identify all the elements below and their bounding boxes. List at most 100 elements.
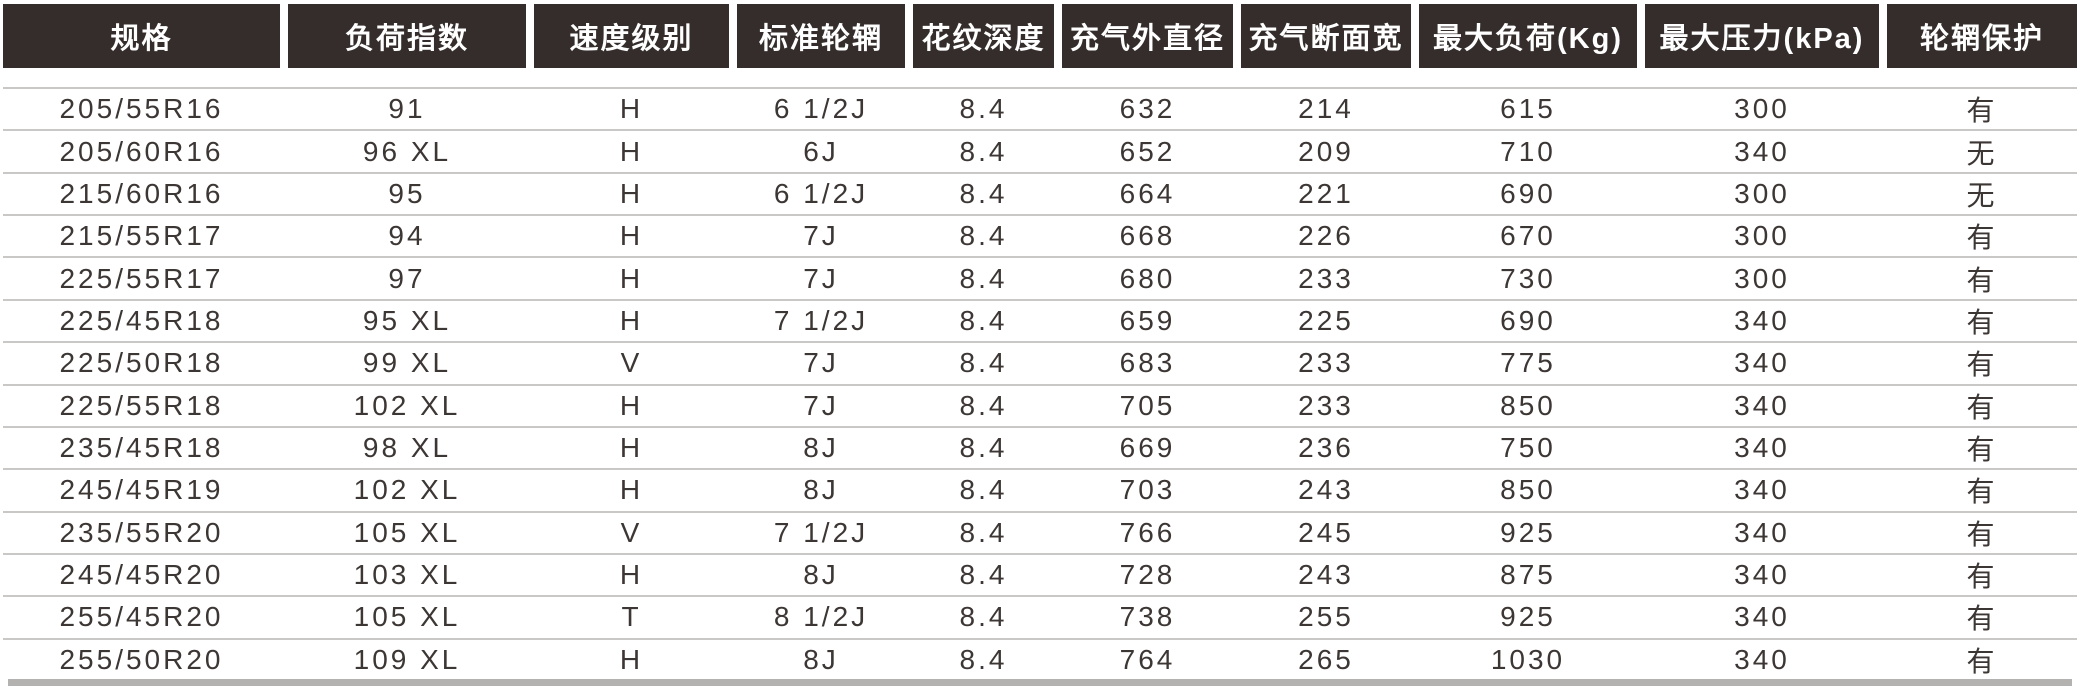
table-cell-load-index: 98 XL <box>362 432 452 464</box>
table-cell-inflated-diameter: 703 <box>1119 474 1176 506</box>
table-cell-rim-protection: 有 <box>1966 518 1998 550</box>
table-header-row: 规格 负荷指数 速度级别 标准轮辋 花纹深度 充气外直径 充气断面宽 最大负荷(Kg) 最大压力… <box>3 4 2077 68</box>
table-cell-spec: 225/55R18 <box>59 389 224 421</box>
table-cell-load-index: 94 <box>388 220 426 252</box>
table-row: 255/50R20 109 XL H 8J 8.4 764 265 1030 340 有 <box>3 637 2077 680</box>
table-cell-speed-rating: H <box>619 559 644 591</box>
table-cell-section-width: 243 <box>1298 559 1354 591</box>
table-row: 245/45R19 102 XL H 8J 8.4 703 243 850 340 有 <box>3 468 2077 510</box>
table-cell-speed-rating: H <box>619 389 644 421</box>
table-cell-section-width: 265 <box>1298 643 1354 675</box>
table-cell-max-load: 615 <box>1500 93 1556 125</box>
table-cell-speed-rating: T <box>621 601 642 633</box>
table-cell-rim-protection: 有 <box>1966 645 1998 677</box>
column-header-rim-protection: 轮辋保护 <box>1887 4 2077 68</box>
table-cell-spec: 215/60R16 <box>59 177 224 209</box>
table-cell-speed-rating: V <box>620 516 643 548</box>
table-cell-inflated-diameter: 669 <box>1119 432 1176 464</box>
column-header-section-width: 充气断面宽 <box>1241 4 1411 68</box>
table-cell-speed-rating: H <box>619 262 644 294</box>
column-header-inflated-diameter: 充气外直径 <box>1062 4 1233 68</box>
column-header-speed-rating: 速度级别 <box>534 4 729 68</box>
table-cell-inflated-diameter: 728 <box>1119 559 1176 591</box>
table-row: 215/55R17 94 H 7J 8.4 668 226 670 300 有 <box>3 214 2077 256</box>
table-cell-load-index: 102 XL <box>353 474 461 506</box>
table-cell-load-index: 102 XL <box>353 389 461 421</box>
table-cell-max-load: 850 <box>1500 474 1556 506</box>
table-cell-tread-depth: 8.4 <box>959 177 1008 209</box>
table-cell-section-width: 221 <box>1298 177 1354 209</box>
table-row: 245/45R20 103 XL H 8J 8.4 728 243 875 340 有 <box>3 552 2077 595</box>
table-cell-standard-rim: 6 1/2J <box>773 93 869 125</box>
table-cell-speed-rating: H <box>619 220 644 252</box>
table-cell-max-pressure: 340 <box>1734 432 1790 464</box>
table-cell-max-pressure: 340 <box>1734 516 1790 548</box>
table-cell-section-width: 226 <box>1298 220 1354 252</box>
table-cell-inflated-diameter: 766 <box>1119 516 1176 548</box>
table-cell-tread-depth: 8.4 <box>959 135 1008 167</box>
table-cell-standard-rim: 7J <box>803 389 839 421</box>
table-cell-standard-rim: 7J <box>803 347 839 379</box>
table-cell-load-index: 109 XL <box>353 643 461 675</box>
table-cell-inflated-diameter: 764 <box>1119 643 1176 675</box>
table-row: 235/55R20 105 XL V 7 1/2J 8.4 766 245 925 340 有 <box>3 510 2077 553</box>
table-cell-standard-rim: 6J <box>803 135 839 167</box>
table-cell-tread-depth: 8.4 <box>959 432 1008 464</box>
table-cell-tread-depth: 8.4 <box>959 474 1008 506</box>
table-cell-rim-protection: 有 <box>1966 349 1998 381</box>
table-cell-max-load: 690 <box>1500 304 1556 336</box>
table-cell-section-width: 209 <box>1298 135 1354 167</box>
table-cell-inflated-diameter: 680 <box>1119 262 1176 294</box>
table-cell-section-width: 225 <box>1298 304 1354 336</box>
table-cell-max-load: 670 <box>1500 220 1556 252</box>
table-cell-inflated-diameter: 652 <box>1119 135 1176 167</box>
table-cell-rim-protection: 有 <box>1966 222 1998 254</box>
table-row: 225/50R18 99 XL V 7J 8.4 683 233 775 340 有 <box>3 341 2077 383</box>
table-cell-max-pressure: 340 <box>1734 601 1790 633</box>
table-cell-max-pressure: 340 <box>1734 559 1790 591</box>
table-cell-rim-protection: 有 <box>1966 603 1998 635</box>
table-cell-rim-protection: 有 <box>1966 306 1998 338</box>
table-cell-load-index: 105 XL <box>353 516 461 548</box>
table-row: 215/60R16 95 H 6 1/2J 8.4 664 221 690 300 无 <box>3 171 2077 214</box>
table-cell-load-index: 97 <box>388 262 426 294</box>
table-cell-max-load: 850 <box>1500 389 1556 421</box>
table-cell-speed-rating: H <box>619 643 644 675</box>
table-row: 235/45R18 98 XL H 8J 8.4 669 236 750 340 有 <box>3 425 2077 468</box>
table-cell-max-pressure: 340 <box>1734 347 1790 379</box>
table-cell-rim-protection: 有 <box>1966 264 1998 296</box>
table-cell-spec: 235/45R18 <box>59 432 224 464</box>
table-cell-tread-depth: 8.4 <box>959 643 1008 675</box>
table-cell-section-width: 243 <box>1298 474 1354 506</box>
table-cell-section-width: 245 <box>1298 516 1354 548</box>
column-header-max-load: 最大负荷(Kg) <box>1419 4 1637 68</box>
table-cell-spec: 205/55R16 <box>59 93 224 125</box>
table-cell-spec: 255/50R20 <box>59 643 224 675</box>
table-cell-spec: 245/45R19 <box>59 474 224 506</box>
table-row: 225/55R18 102 XL H 7J 8.4 705 233 850 340 有 <box>3 383 2077 426</box>
table-cell-load-index: 99 XL <box>362 347 452 379</box>
column-header-standard-rim: 标准轮辋 <box>737 4 905 68</box>
table-cell-section-width: 255 <box>1298 601 1354 633</box>
table-cell-max-load: 710 <box>1500 135 1556 167</box>
table-cell-inflated-diameter: 632 <box>1119 93 1176 125</box>
table-cell-rim-protection: 有 <box>1966 434 1998 466</box>
column-header-load-index: 负荷指数 <box>288 4 526 68</box>
table-cell-standard-rim: 7J <box>803 262 839 294</box>
table-cell-inflated-diameter: 659 <box>1119 304 1176 336</box>
table-cell-speed-rating: H <box>619 432 644 464</box>
table-cell-inflated-diameter: 738 <box>1119 601 1176 633</box>
table-cell-tread-depth: 8.4 <box>959 516 1008 548</box>
table-cell-spec: 245/45R20 <box>59 559 224 591</box>
table-cell-max-pressure: 300 <box>1734 220 1790 252</box>
table-cell-standard-rim: 7J <box>803 220 839 252</box>
table-cell-load-index: 105 XL <box>353 601 461 633</box>
table-cell-load-index: 95 <box>388 177 426 209</box>
table-cell-tread-depth: 8.4 <box>959 347 1008 379</box>
table-cell-max-load: 1030 <box>1490 643 1566 675</box>
table-cell-max-pressure: 340 <box>1734 474 1790 506</box>
table-cell-standard-rim: 8J <box>803 474 839 506</box>
table-cell-inflated-diameter: 705 <box>1119 389 1176 421</box>
table-cell-spec: 255/45R20 <box>59 601 224 633</box>
